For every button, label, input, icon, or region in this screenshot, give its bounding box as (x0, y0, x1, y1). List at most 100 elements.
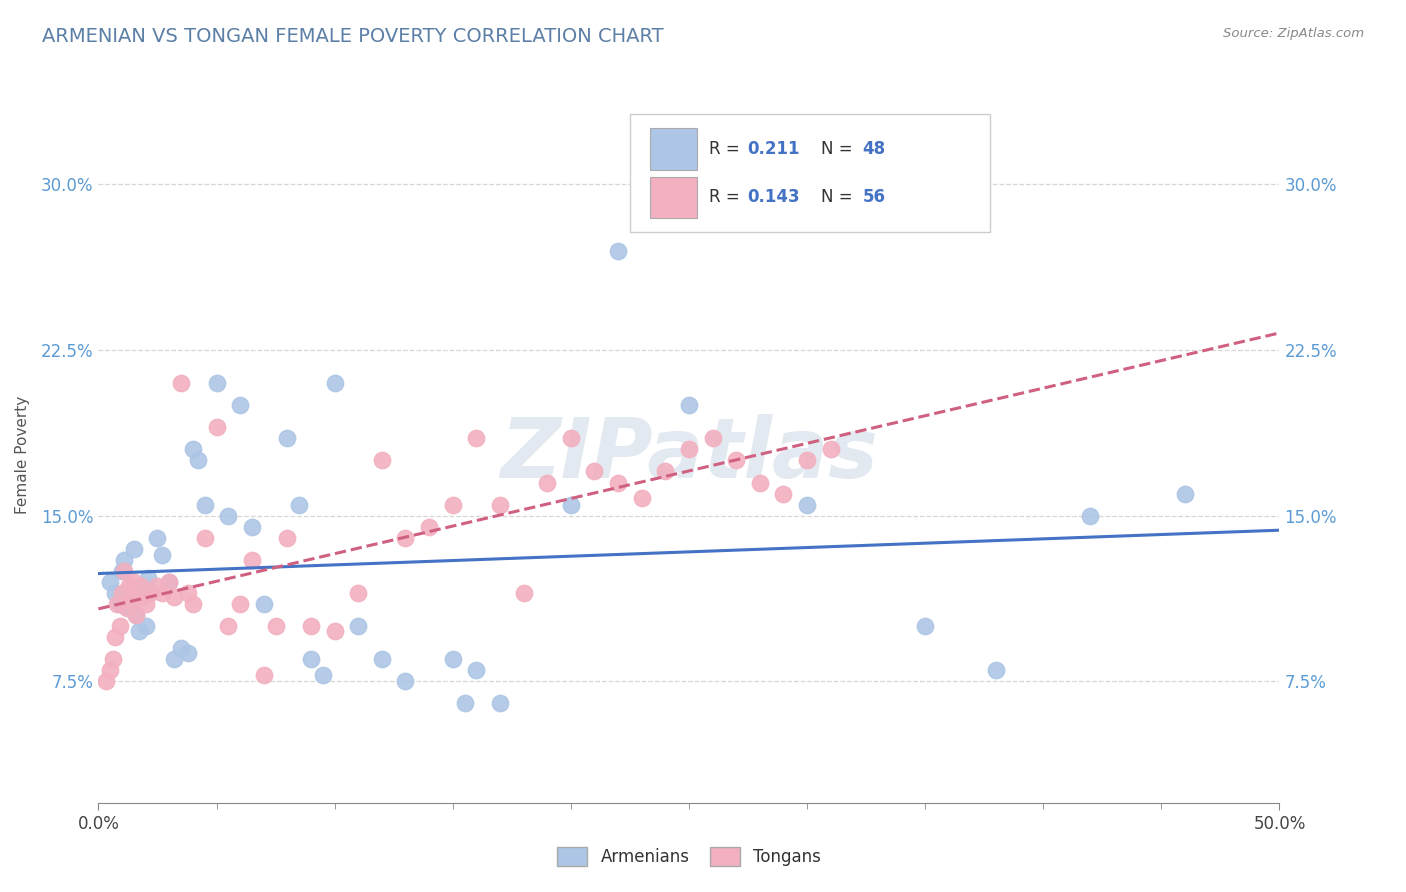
Point (135, 597, 157, 611)
Point (115, 601, 138, 615)
Point (276, 431, 298, 445)
Point (121, 592, 143, 607)
Point (104, 630, 127, 644)
Point (560, 498, 582, 512)
Point (94, 674, 117, 689)
Legend: Armenians, Tongans: Armenians, Tongans (548, 838, 830, 874)
Text: Source: ZipAtlas.com: Source: ZipAtlas.com (1223, 27, 1364, 40)
Point (820, 442, 842, 457)
Point (139, 586, 162, 600)
Point (129, 579, 152, 593)
Point (98, 574, 121, 589)
Point (125, 608, 148, 623)
Point (163, 652, 186, 666)
Point (132, 591, 155, 605)
Point (146, 531, 169, 545)
Point (194, 498, 217, 512)
Point (1174, 486, 1197, 500)
Point (240, 553, 263, 567)
Point (136, 570, 159, 584)
Point (229, 398, 252, 412)
Text: 48: 48 (862, 140, 886, 158)
Text: 0.211: 0.211 (747, 140, 799, 158)
Point (125, 608, 148, 623)
FancyBboxPatch shape (650, 128, 697, 169)
Point (129, 579, 152, 593)
Point (371, 453, 394, 467)
Point (394, 531, 416, 545)
Point (229, 597, 252, 611)
Point (288, 498, 311, 512)
Text: N =: N = (821, 188, 858, 206)
Point (347, 586, 370, 600)
Point (128, 624, 150, 638)
Point (205, 420, 228, 434)
Point (702, 431, 724, 445)
Point (240, 519, 263, 533)
Point (253, 597, 276, 611)
FancyBboxPatch shape (650, 177, 697, 219)
Point (323, 376, 346, 391)
Point (105, 597, 128, 611)
Point (187, 453, 209, 467)
Point (108, 597, 131, 611)
Point (347, 619, 370, 633)
Point (128, 586, 150, 600)
Point (181, 442, 204, 457)
Point (122, 541, 145, 556)
Point (630, 491, 652, 505)
Point (583, 465, 606, 479)
Point (118, 579, 141, 593)
Point (150, 586, 173, 600)
Point (441, 652, 464, 666)
Point (607, 244, 630, 258)
Point (253, 667, 276, 681)
Point (101, 652, 124, 666)
Point (122, 574, 145, 589)
Point (560, 431, 582, 445)
Point (150, 549, 173, 563)
Point (217, 619, 239, 633)
Point (371, 652, 394, 666)
FancyBboxPatch shape (630, 114, 990, 232)
Text: R =: R = (709, 188, 745, 206)
Point (536, 475, 558, 490)
Point (465, 431, 488, 445)
Text: 56: 56 (862, 188, 886, 206)
Point (796, 498, 818, 512)
Point (323, 624, 346, 638)
Point (163, 591, 186, 605)
Point (748, 475, 770, 490)
Point (118, 601, 141, 615)
Point (181, 597, 204, 611)
Point (139, 583, 162, 598)
Point (725, 453, 748, 467)
Point (607, 475, 630, 490)
Point (441, 498, 464, 512)
Point (112, 553, 135, 567)
Point (276, 531, 298, 545)
Text: ARMENIAN VS TONGAN FEMALE POVERTY CORRELATION CHART: ARMENIAN VS TONGAN FEMALE POVERTY CORREL… (42, 27, 664, 45)
Point (772, 486, 794, 500)
Point (512, 586, 534, 600)
Point (135, 619, 157, 633)
Point (146, 579, 169, 593)
Point (177, 586, 200, 600)
Point (104, 586, 127, 600)
Point (108, 619, 131, 633)
Point (98, 663, 121, 677)
Point (157, 574, 180, 589)
Point (111, 586, 134, 600)
Point (914, 619, 936, 633)
Point (678, 398, 700, 412)
Point (312, 667, 335, 681)
Point (984, 663, 1007, 677)
Point (796, 453, 818, 467)
Point (115, 592, 138, 607)
Point (453, 697, 475, 711)
Point (299, 619, 322, 633)
Point (654, 465, 676, 479)
Text: R =: R = (709, 140, 745, 158)
Point (177, 646, 200, 660)
Point (112, 564, 135, 578)
